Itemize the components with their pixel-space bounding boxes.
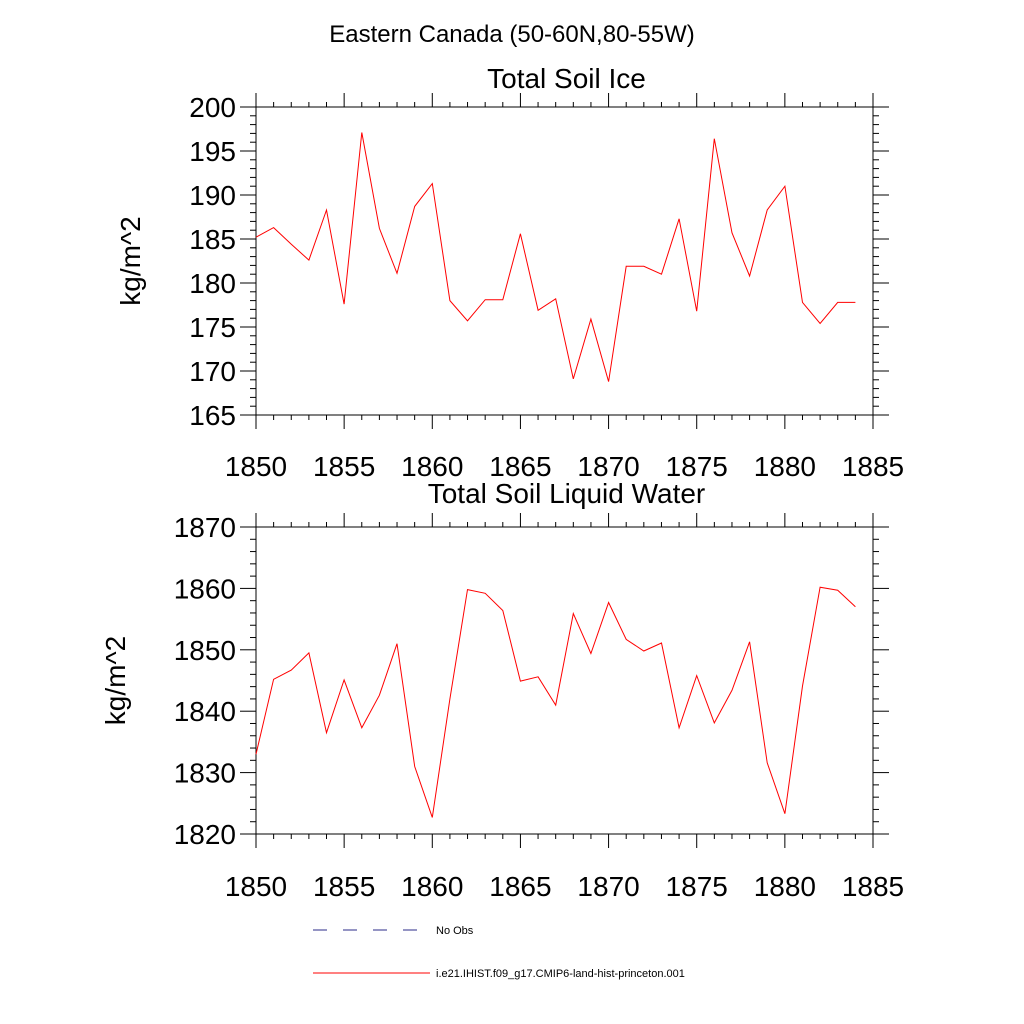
x-tick-label: 1850 [225, 871, 287, 902]
x-tick-label: 1855 [313, 871, 375, 902]
x-tick-label: 1865 [489, 871, 551, 902]
y-tick-label: 165 [189, 400, 236, 431]
legend-model-label: i.e21.IHIST.f09_g17.CMIP6-land-hist-prin… [436, 968, 685, 980]
x-tick-label: 1880 [754, 451, 816, 482]
x-tick-label: 1860 [401, 871, 463, 902]
y-tick-label: 1840 [174, 696, 236, 727]
y-axis-label: kg/m^2 [100, 636, 131, 725]
x-tick-label: 1860 [401, 451, 463, 482]
legend: No Obs i.e21.IHIST.f09_g17.CMIP6-land-hi… [313, 925, 685, 980]
y-axis-label: kg/m^2 [115, 216, 146, 305]
panel-title: Total Soil Liquid Water [428, 478, 706, 509]
panel-total-soil-ice: Total Soil Ice kg/m^2 1850 1855 1860 1865 18… [115, 63, 904, 482]
x-tick-label: 1870 [577, 451, 639, 482]
y-tick-label: 1860 [174, 573, 236, 604]
x-tick-label: 1850 [225, 451, 287, 482]
x-tick-label: 1855 [313, 451, 375, 482]
plot-frame [255, 526, 874, 835]
x-tick-label: 1880 [754, 871, 816, 902]
panel-title: Total Soil Ice [487, 63, 646, 94]
plot-frame [255, 106, 874, 416]
x-tick-label: 1870 [577, 871, 639, 902]
x-tick-label: 1885 [842, 871, 904, 902]
y-tick-label: 1830 [174, 758, 236, 789]
series-line [255, 132, 856, 382]
panel-total-soil-liquid-water: Total Soil Liquid Water kg/m^2 1850 1855 1… [100, 478, 904, 902]
y-tick-label: 180 [189, 268, 236, 299]
x-tick-label: 1875 [666, 451, 728, 482]
y-tick-label: 1820 [174, 819, 236, 850]
figure-suptitle: Eastern Canada (50-60N,80-55W) [329, 21, 695, 48]
y-tick-label: 200 [189, 92, 236, 123]
y-tick-label: 175 [189, 312, 236, 343]
y-tick-label: 185 [189, 224, 236, 255]
y-tick-label: 190 [189, 180, 236, 211]
series-line [255, 586, 856, 818]
legend-obs-label: No Obs [436, 925, 474, 937]
y-tick-label: 170 [189, 356, 236, 387]
y-tick-label: 1870 [174, 512, 236, 543]
y-tick-label: 1850 [174, 635, 236, 666]
x-tick-label: 1865 [489, 451, 551, 482]
y-tick-label: 195 [189, 136, 236, 167]
x-tick-label: 1875 [666, 871, 728, 902]
x-tick-label: 1885 [842, 451, 904, 482]
